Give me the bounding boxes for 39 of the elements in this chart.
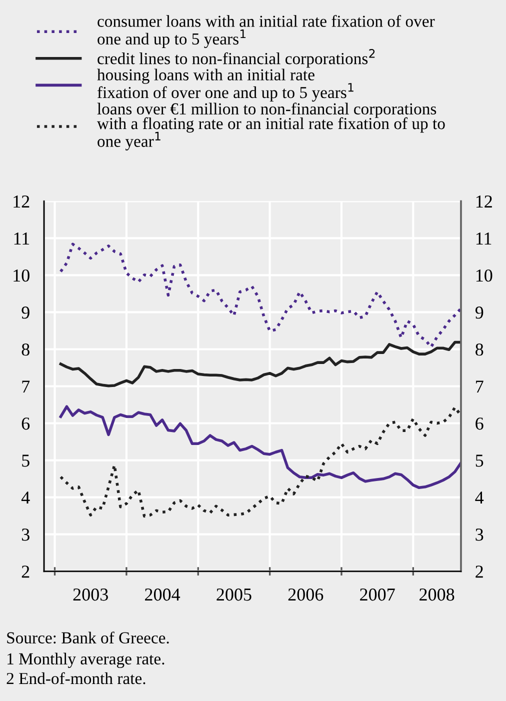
y2-tick-label: 7 bbox=[476, 380, 484, 393]
y2-tick-label: 11 bbox=[476, 232, 492, 244]
y-tick-label: 9 bbox=[22, 306, 30, 319]
y2-tick-label: 4 bbox=[475, 492, 484, 504]
y-tick-label: 10 bbox=[14, 269, 30, 282]
y-tick-label: 6 bbox=[22, 418, 30, 430]
line-series bbox=[59, 340, 461, 388]
y-tick-label: 11 bbox=[14, 232, 30, 244]
legend-label: credit lines to non-financial corporations$^{2}$ bbox=[98, 49, 375, 68]
y2-tick-label: 6 bbox=[476, 418, 484, 430]
y-tick-label: 4 bbox=[21, 492, 30, 504]
text: 2 End-of-month rate. bbox=[6, 672, 146, 684]
y2-tick-label: 9 bbox=[475, 306, 484, 319]
line-series bbox=[59, 406, 461, 518]
y2-tick-label: 10 bbox=[476, 269, 492, 282]
y2-tick-label: 2 bbox=[476, 566, 483, 578]
y2-tick-label: 3 bbox=[476, 528, 484, 541]
x-tick-label: 2006 bbox=[288, 588, 324, 601]
text: 1 Monthly average rate. bbox=[8, 652, 164, 668]
y2-tick-label: 12 bbox=[476, 195, 492, 208]
line-series bbox=[59, 242, 461, 348]
y-tick-label: 5 bbox=[22, 454, 30, 467]
source-note: Source: Bank of Greece. bbox=[7, 632, 169, 644]
legend-label: consumer loans with an initial rate fixation of over one and up to 5 years$^{1}$ bbox=[98, 15, 435, 48]
y-tick-label: 8 bbox=[22, 343, 30, 356]
x-tick-label: 2008 bbox=[420, 588, 454, 601]
legend-label: loans over €1 million to non-financial corporations with a floating rate or an initial rate fixation of up to one year$^{1}$ bbox=[96, 102, 445, 150]
x-tick-label: 2003 bbox=[73, 588, 108, 601]
x-tick-label: 2005 bbox=[216, 588, 252, 601]
legend-label: housing loans with an initial rate fixation of over one and up to 5 years$^{1}$ bbox=[97, 68, 354, 102]
y2-tick-label: 5 bbox=[476, 454, 484, 467]
y-tick-label: 7 bbox=[22, 380, 30, 393]
y-tick-label: 12 bbox=[14, 195, 30, 208]
y-tick-label: 3 bbox=[22, 528, 30, 541]
y-tick-label: 2 bbox=[22, 566, 30, 578]
y2-tick-label: 8 bbox=[476, 343, 484, 356]
x-tick-label: 2007 bbox=[360, 588, 395, 601]
x-tick-label: 2004 bbox=[145, 588, 180, 601]
line-series bbox=[59, 405, 461, 490]
